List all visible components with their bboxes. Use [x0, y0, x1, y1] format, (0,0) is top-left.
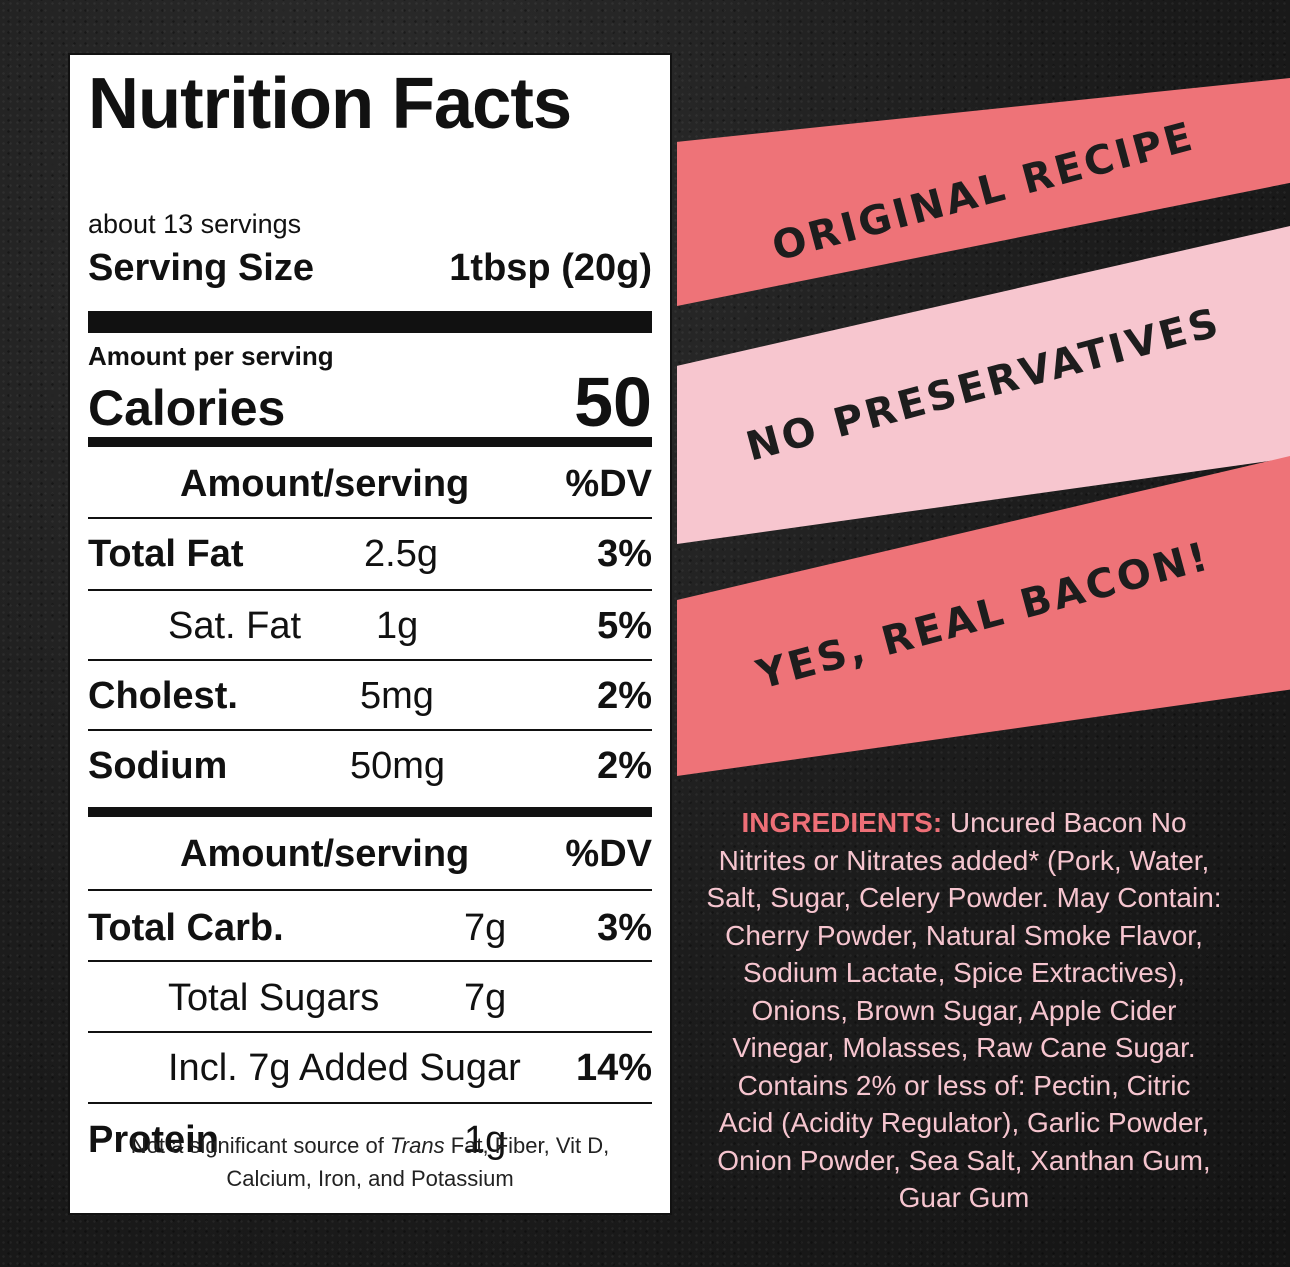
row-divider — [88, 1102, 652, 1104]
medium-divider — [88, 437, 652, 447]
row-divider — [88, 960, 652, 962]
row-divider — [88, 889, 652, 891]
medium-divider — [88, 807, 652, 817]
ingredients-line: Sodium Lactate, Spice Extractives), — [743, 957, 1185, 988]
nutrient-amount: 7g — [464, 907, 507, 949]
footnote-trans: Trans — [389, 1133, 445, 1158]
row-divider — [88, 659, 652, 661]
nutrient-row: Cholest. 5mg 2% — [88, 661, 652, 731]
nutrition-title: Nutrition Facts — [88, 64, 572, 144]
ingredients-line: Onions, Brown Sugar, Apple Cider — [751, 994, 1177, 1026]
ingredients-line: Acid (Acidity Regulator), Garlic Powder, — [718, 1107, 1210, 1138]
nutrient-row: Total Fat 2.5g 3% — [88, 519, 652, 589]
amount-per-serving: Amount per serving — [88, 341, 334, 371]
ingredients-label: INGREDIENTS: — [741, 807, 943, 838]
calories-row: Calories 50 — [88, 367, 652, 437]
row-divider — [88, 729, 652, 731]
nutrient-dv: 14% — [575, 1047, 652, 1089]
nutrient-label: Sodium — [88, 745, 228, 787]
nutrient-amount: 5mg — [360, 675, 434, 717]
footnote-line2: Calcium, Iron, and Potassium — [226, 1166, 514, 1191]
nutrient-label: Total Sugars — [168, 977, 380, 1019]
header-amount: Amount/serving — [180, 833, 470, 875]
nutrient-label: Cholest. — [88, 675, 238, 717]
header-amount: Amount/serving — [180, 463, 470, 505]
nutrient-label: Sat. Fat — [168, 605, 302, 647]
ingredients-line: Salt, Sugar, Celery Powder. May Contain: — [706, 882, 1222, 913]
ingredients-line: Vinegar, Molasses, Raw Cane Sugar. — [732, 1032, 1196, 1063]
calories-value: 50 — [574, 363, 652, 441]
row-divider — [88, 589, 652, 591]
nutrient-label: Incl. 7g Added Sugar — [168, 1047, 521, 1089]
servings-count: about 13 servings — [88, 209, 302, 239]
nutrient-row: Sat. Fat 1g 5% — [88, 591, 652, 661]
ingredients-line: Onion Powder, Sea Salt, Xanthan Gum, — [717, 1144, 1211, 1176]
nutrition-facts-panel: Nutrition Facts about 13 servings Servin… — [68, 53, 672, 1215]
nutrient-dv: 3% — [597, 907, 652, 949]
row-divider — [88, 517, 652, 519]
header-dv: %DV — [565, 463, 652, 505]
footnote-text: Not a significant source of — [130, 1133, 390, 1158]
ingredients-line: Uncured Bacon No — [942, 807, 1187, 838]
nutrient-dv: 2% — [597, 675, 652, 717]
ingredients-line: Guar Gum — [898, 1182, 1030, 1213]
ingredients-block: INGREDIENTS: Uncured Bacon No Nitrites o… — [694, 804, 1234, 1217]
nutrient-amount: 2.5g — [364, 533, 438, 575]
calories-label: Calories — [88, 380, 286, 436]
nutrient-dv: 2% — [597, 745, 652, 787]
header-dv: %DV — [565, 833, 652, 875]
ingredients-line: Contains 2% or less of: Pectin, Citric — [737, 1069, 1191, 1101]
nutrient-row: Total Carb. 7g 3% — [88, 893, 652, 963]
footnote: Not a significant source of Trans Fat, F… — [88, 1129, 652, 1195]
nutrient-label: Total Fat — [88, 533, 244, 575]
serving-size-value: 1tbsp (20g) — [449, 247, 652, 289]
nutrient-row: Sodium 50mg 2% — [88, 731, 652, 801]
nutrient-row: Total Sugars 7g — [88, 963, 652, 1033]
nutrient-amount: 7g — [464, 977, 507, 1019]
nutrient-dv: 3% — [597, 533, 652, 575]
nutrient-row: Protein 1g — [88, 1105, 652, 1175]
ingredients-line: Cherry Powder, Natural Smoke Flavor, — [725, 919, 1203, 951]
thick-divider — [88, 311, 652, 333]
nutrient-amount: 1g — [376, 605, 419, 647]
serving-size-row: Serving Size 1tbsp (20g) — [88, 247, 652, 290]
nutrient-label: Protein — [88, 1119, 219, 1161]
nutrient-amount: 1g — [464, 1119, 507, 1161]
nutrient-row: Incl. 7g Added Sugar 14% — [88, 1033, 652, 1103]
nutrient-label: Total Carb. — [88, 907, 284, 949]
serving-size-label: Serving Size — [88, 247, 314, 289]
row-divider — [88, 1031, 652, 1033]
nutrient-dv: 5% — [597, 605, 652, 647]
footnote-text: Fat, Fiber, Vit D, — [444, 1133, 610, 1158]
ingredients-line: Nitrites or Nitrates added* (Pork, Water… — [718, 844, 1210, 876]
nutrient-amount: 50mg — [350, 745, 446, 787]
